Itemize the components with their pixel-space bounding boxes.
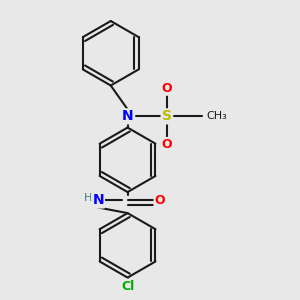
Text: N: N <box>122 109 134 123</box>
Text: CH₃: CH₃ <box>206 111 227 121</box>
Text: O: O <box>161 138 172 151</box>
Text: S: S <box>162 109 172 123</box>
Text: Cl: Cl <box>121 280 134 292</box>
Text: O: O <box>161 82 172 95</box>
Text: N: N <box>92 194 104 208</box>
Text: O: O <box>154 194 165 207</box>
Text: H: H <box>84 193 92 203</box>
